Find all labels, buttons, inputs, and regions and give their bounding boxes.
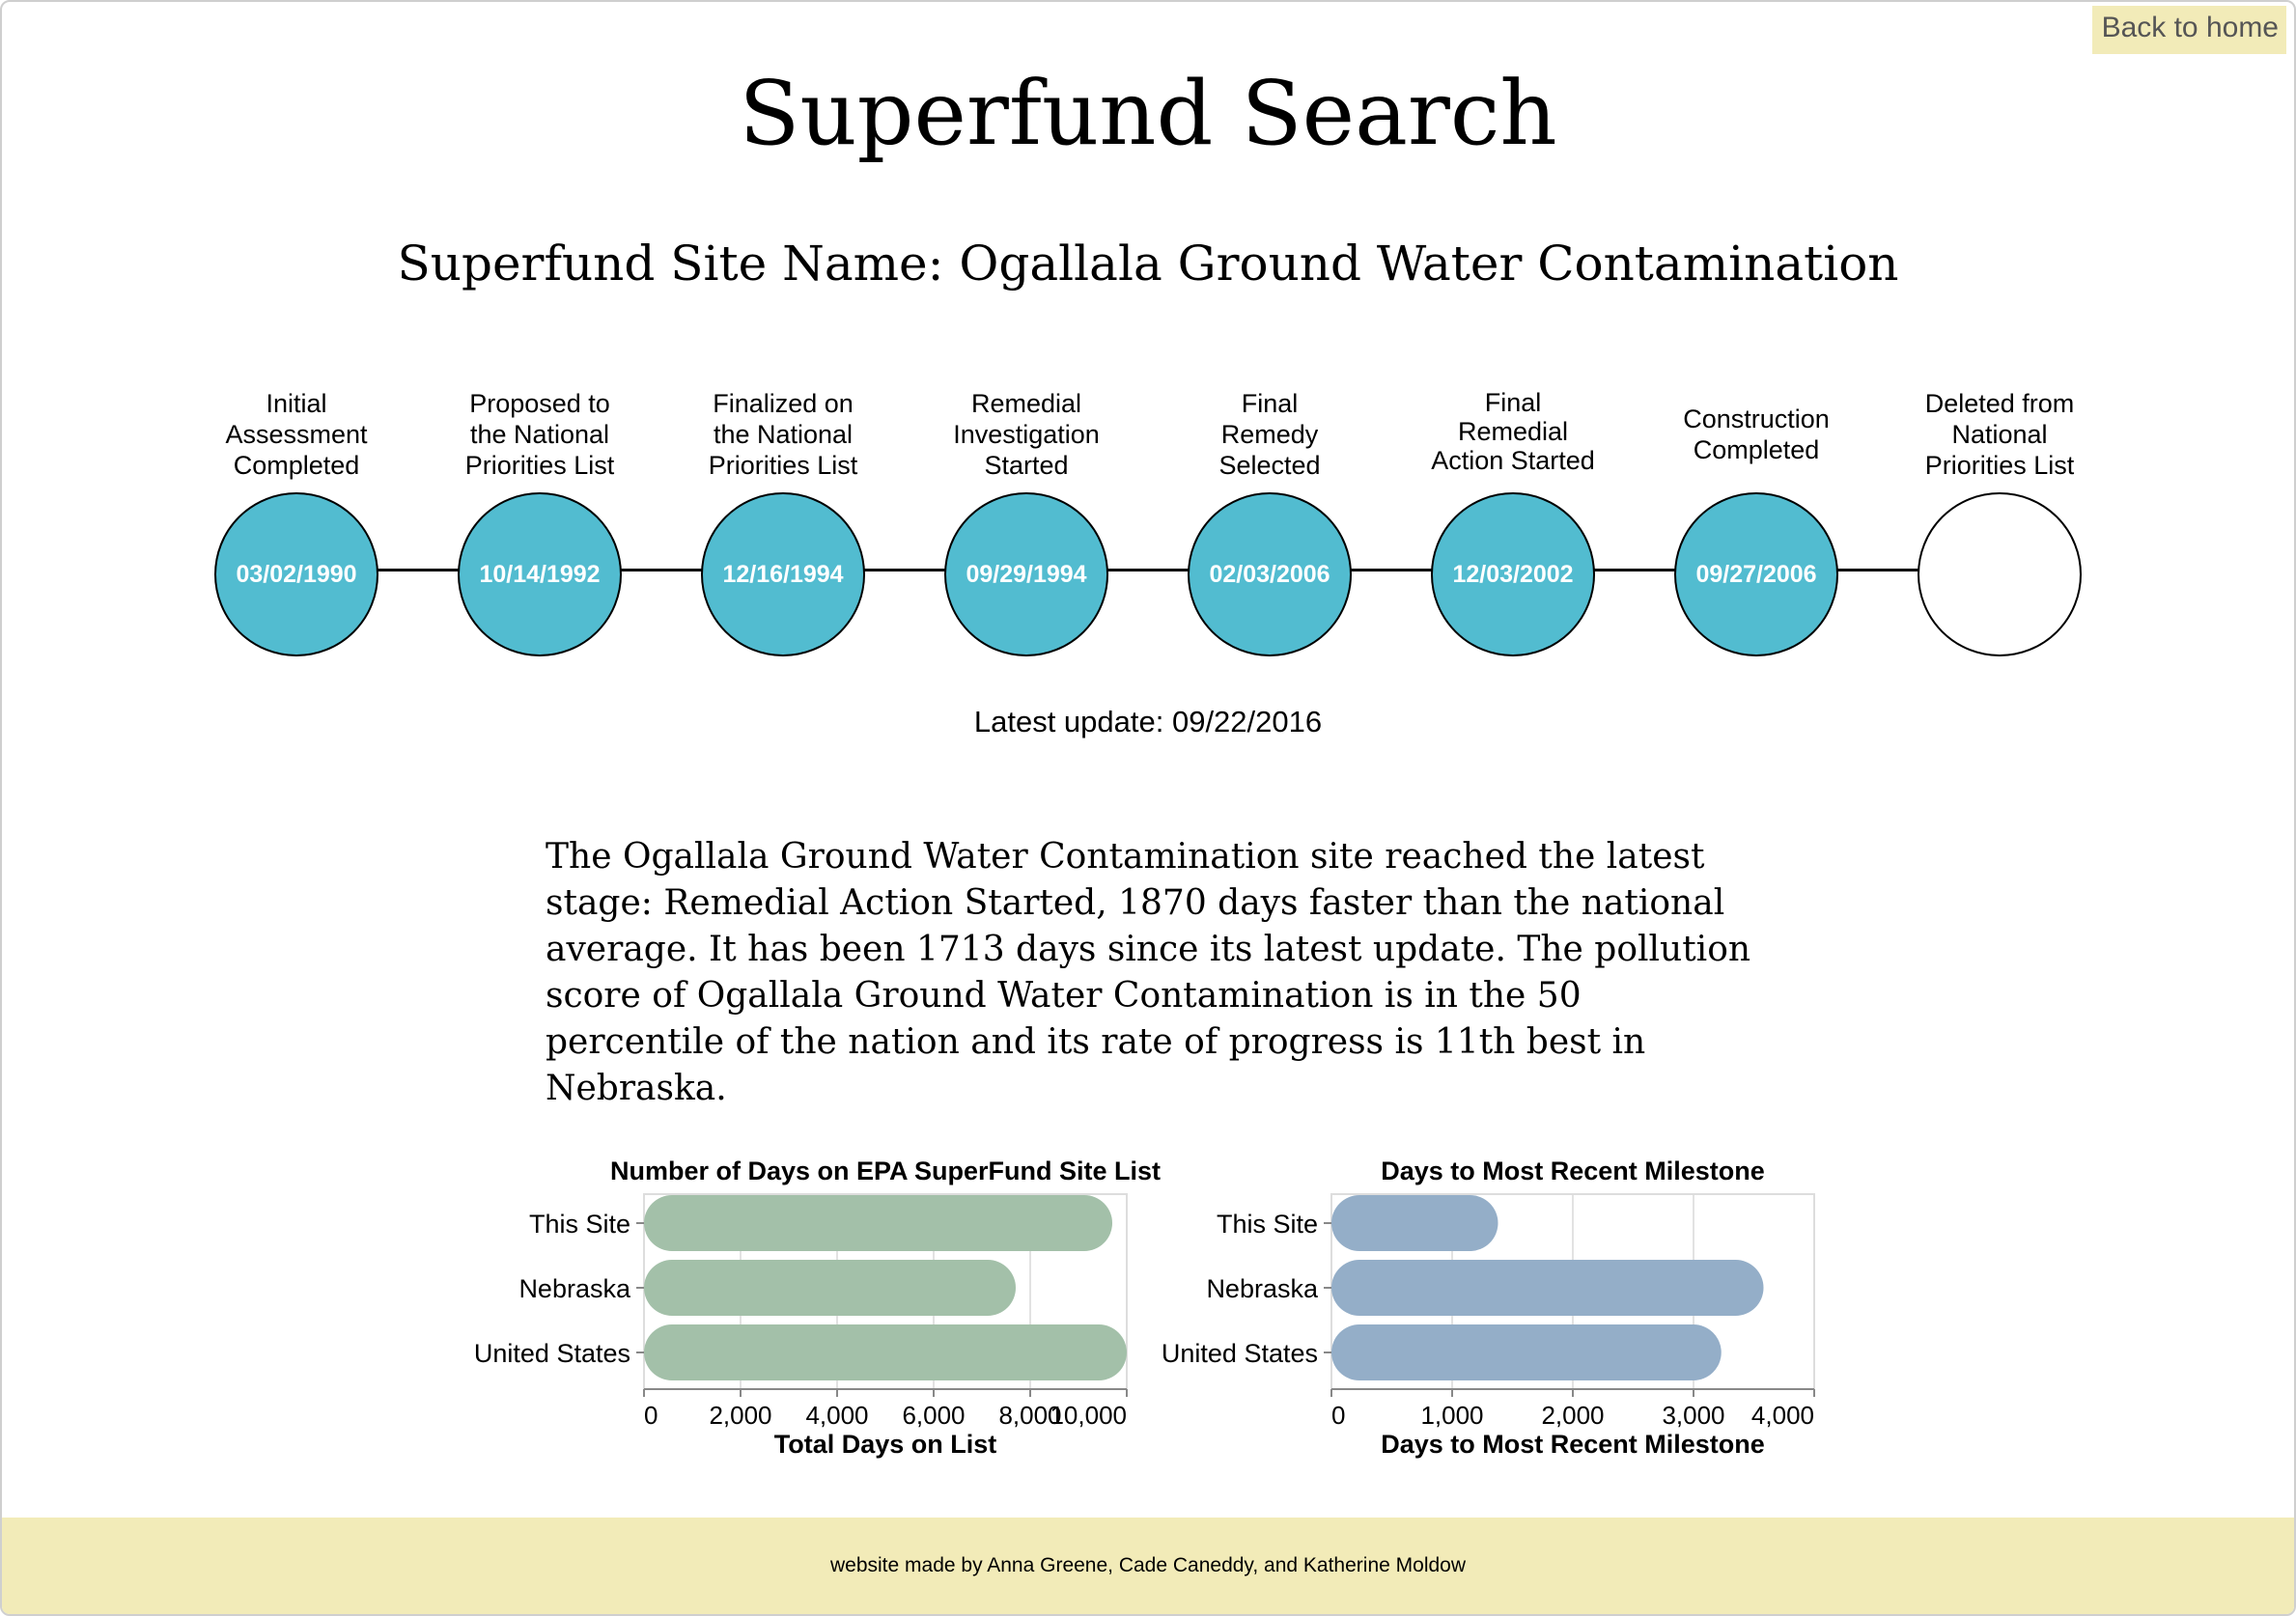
chart-title: Number of Days on EPA SuperFund Site Lis… xyxy=(610,1156,1161,1185)
footer: website made by Anna Greene, Cade Canedd… xyxy=(2,1518,2294,1614)
x-tick-label: 2,000 xyxy=(1541,1401,1604,1430)
stage-label: Remedial Investigation Started xyxy=(953,389,1100,480)
stage-date-circle: 03/02/1990 xyxy=(214,492,378,656)
y-tick-label: This Site xyxy=(1217,1210,1318,1239)
page-title: Superfund Search xyxy=(739,62,1557,165)
stage-label: Deleted from National Priorities List xyxy=(1924,389,2075,480)
x-tick-label: 0 xyxy=(1331,1401,1345,1430)
charts-area: Number of Days on EPA SuperFund Site Lis… xyxy=(474,1156,1815,1459)
stage-date-circle: 02/03/2006 xyxy=(1188,492,1352,656)
stage-label: Construction Completed xyxy=(1683,404,1830,464)
latest-update-text: Latest update: 09/22/2016 xyxy=(973,705,1323,738)
y-tick-label: United States xyxy=(474,1339,630,1368)
bar xyxy=(1331,1324,1722,1380)
stage-label: Initial Assessment Completed xyxy=(225,389,368,480)
x-tick-label: 6,000 xyxy=(902,1401,965,1430)
stage-date-circle: 09/29/1994 xyxy=(944,492,1108,656)
x-tick-label: 0 xyxy=(644,1401,658,1430)
footer-credit: website made by Anna Greene, Cade Canedd… xyxy=(829,1554,1467,1576)
y-tick-label: This Site xyxy=(529,1210,630,1239)
y-tick-label: Nebraska xyxy=(1206,1274,1319,1303)
x-tick-label: 2,000 xyxy=(709,1401,771,1430)
x-tick-label: 8,000 xyxy=(998,1401,1061,1430)
bar xyxy=(1331,1260,1764,1316)
stage-label: Final Remedy Selected xyxy=(1218,389,1321,480)
back-to-home-button[interactable]: Back to home xyxy=(2091,6,2286,54)
x-tick-label: 1,000 xyxy=(1420,1401,1483,1430)
stage-date-circle xyxy=(1918,492,2082,656)
y-tick-label: United States xyxy=(1162,1339,1318,1368)
bar xyxy=(644,1260,1016,1316)
bar xyxy=(644,1324,1127,1380)
site-summary-paragraph: The Ogallala Ground Water Contamination … xyxy=(546,837,1751,1108)
x-axis-title: Days to Most Recent Milestone xyxy=(1381,1430,1765,1459)
chart-title: Days to Most Recent Milestone xyxy=(1381,1156,1765,1185)
x-tick-label: 10,000 xyxy=(1050,1401,1127,1430)
site-name-heading: Superfund Site Name: Ogallala Ground Wat… xyxy=(397,236,1899,292)
stage-label: Final Remedial Action Started xyxy=(1431,388,1595,475)
x-tick-label: 4,000 xyxy=(1751,1401,1814,1430)
stage-label: Finalized on the National Priorities List xyxy=(708,389,858,480)
x-axis-title: Total Days on List xyxy=(774,1430,997,1459)
stage-date-circle: 12/03/2002 xyxy=(1431,492,1595,656)
stage-date-circle: 09/27/2006 xyxy=(1674,492,1838,656)
bar xyxy=(644,1195,1112,1251)
bar xyxy=(1331,1195,1498,1251)
stage-date-circle: 12/16/1994 xyxy=(701,492,865,656)
x-tick-label: 3,000 xyxy=(1662,1401,1724,1430)
y-tick-label: Nebraska xyxy=(518,1274,631,1303)
stage-date-circle: 10/14/1992 xyxy=(458,492,622,656)
stage-label: Proposed to the National Priorities List xyxy=(464,389,615,480)
x-tick-label: 4,000 xyxy=(805,1401,868,1430)
